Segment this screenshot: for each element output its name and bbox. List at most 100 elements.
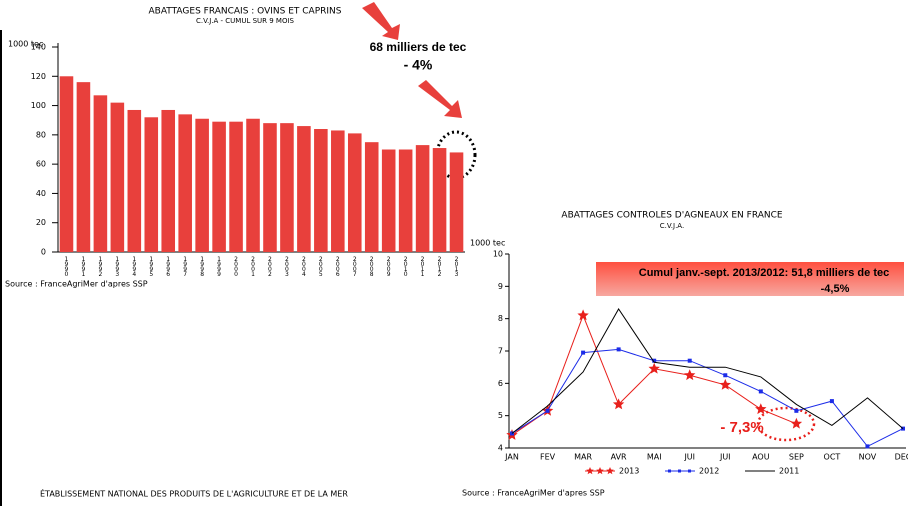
marker: [648, 362, 660, 374]
x-tick-label: 2002: [266, 256, 273, 276]
y-axis-label: 1000 tec: [8, 40, 43, 49]
bar: [381, 149, 396, 252]
marker: [755, 403, 767, 415]
x-tick-label: SEP: [789, 453, 804, 462]
y-tick-label: 40: [36, 189, 46, 198]
bar: [314, 129, 328, 252]
bar: [415, 145, 430, 252]
y-tick-label: 10: [493, 250, 503, 259]
x-tick-label: 2013: [453, 256, 460, 276]
series-line: [511, 348, 904, 448]
bar: [144, 117, 159, 253]
marker: [510, 431, 514, 436]
bar: [93, 95, 108, 252]
annotation: Cumul janv.-sept. 2013/2012: 51,8 millie…: [639, 267, 889, 279]
marker: [687, 358, 692, 363]
marker: [612, 398, 625, 410]
y-tick-label: 100: [31, 101, 46, 110]
bar: [59, 76, 74, 253]
legend-marker: [668, 469, 671, 473]
legend-marker: [586, 467, 594, 475]
x-tick-label: 2001: [250, 256, 257, 276]
legend-marker: [596, 467, 604, 475]
bar: [110, 102, 125, 253]
y-tick-label: 9: [498, 282, 503, 291]
bar: [246, 118, 260, 252]
marker: [865, 444, 870, 449]
arrow: [362, 2, 400, 40]
bar: [449, 152, 464, 252]
x-tick-label: 2003: [283, 256, 290, 276]
marker: [794, 408, 799, 413]
y-tick-label: 140: [31, 43, 46, 52]
x-tick-label: 1995: [148, 256, 155, 276]
bar: [178, 114, 192, 252]
x-tick-label: 1991: [80, 256, 87, 276]
bar: [280, 123, 294, 253]
x-tick-label: FEV: [540, 453, 556, 462]
arrow: [418, 80, 462, 118]
x-tick-label: JUI: [683, 453, 695, 462]
x-tick-label: JAN: [504, 453, 519, 462]
y-tick-label: 5: [498, 411, 503, 420]
bar: [331, 130, 345, 252]
marker: [790, 417, 803, 429]
x-tick-label: MAI: [647, 453, 662, 462]
bar: [76, 82, 91, 253]
marker: [577, 309, 589, 321]
x-tick-label: 1998: [199, 256, 206, 276]
marker: [616, 347, 621, 352]
legend-label: 2011: [779, 467, 799, 476]
bar: [432, 148, 447, 252]
x-tick-label: AOU: [752, 453, 770, 462]
x-tick-label: 2012: [436, 256, 443, 276]
marker: [723, 373, 728, 378]
y-tick-label: 60: [36, 160, 46, 169]
x-tick-label: OCT: [824, 453, 841, 462]
y-axis-label: 1000 tec: [470, 239, 505, 248]
marker: [684, 369, 696, 381]
x-tick-label: MAR: [574, 453, 592, 462]
marker: [581, 350, 586, 355]
x-tick-label: 1993: [114, 256, 121, 276]
marker: [652, 358, 657, 363]
bar: [364, 142, 379, 252]
bar: [229, 121, 243, 252]
chart-subtitle: C.V.J.A - CUMUL SUR 9 MOIS: [196, 17, 295, 25]
chart-subtitle: C.V.J.A.: [660, 222, 684, 230]
x-tick-label: NOV: [859, 453, 877, 462]
x-tick-label: 1996: [165, 256, 172, 276]
annotation: 68 milliers de tec: [370, 40, 467, 54]
y-tick-label: 20: [36, 218, 46, 227]
bar: [127, 109, 142, 252]
annotation-box: [596, 262, 904, 296]
x-tick-label: 2004: [300, 256, 307, 276]
x-tick-label: 2000: [233, 256, 240, 276]
x-tick-label: 1997: [182, 256, 189, 276]
legend-label: 2012: [699, 467, 719, 476]
x-tick-label: 1999: [216, 256, 223, 276]
chart-title: ABATTAGES CONTROLES D'AGNEAUX EN FRANCE: [561, 211, 782, 221]
x-tick-label: 2005: [317, 256, 324, 276]
marker: [719, 378, 731, 390]
x-tick-label: 2006: [334, 256, 341, 276]
y-tick-label: 7: [498, 347, 503, 356]
source: Source : FranceAgriMer d'apres SSP: [462, 489, 605, 498]
bar: [161, 109, 176, 252]
bar: [195, 118, 209, 252]
marker: [545, 408, 550, 413]
legend-marker: [606, 467, 614, 475]
x-tick-label: 2007: [351, 256, 358, 276]
x-tick-label: JUI: [719, 453, 731, 462]
highlight-circle: [756, 406, 816, 442]
footer: ÉTABLISSEMENT NATIONAL DES PRODUITS DE L…: [40, 488, 348, 499]
source: Source : FranceAgriMer d'apres SSP: [5, 280, 148, 289]
bar: [347, 133, 362, 252]
legend-marker: [688, 469, 691, 473]
marker: [829, 399, 834, 404]
x-tick-label: DEC: [895, 453, 908, 462]
x-tick-label: AVR: [611, 453, 627, 462]
y-tick-label: 4: [498, 444, 503, 453]
bar: [297, 126, 311, 252]
